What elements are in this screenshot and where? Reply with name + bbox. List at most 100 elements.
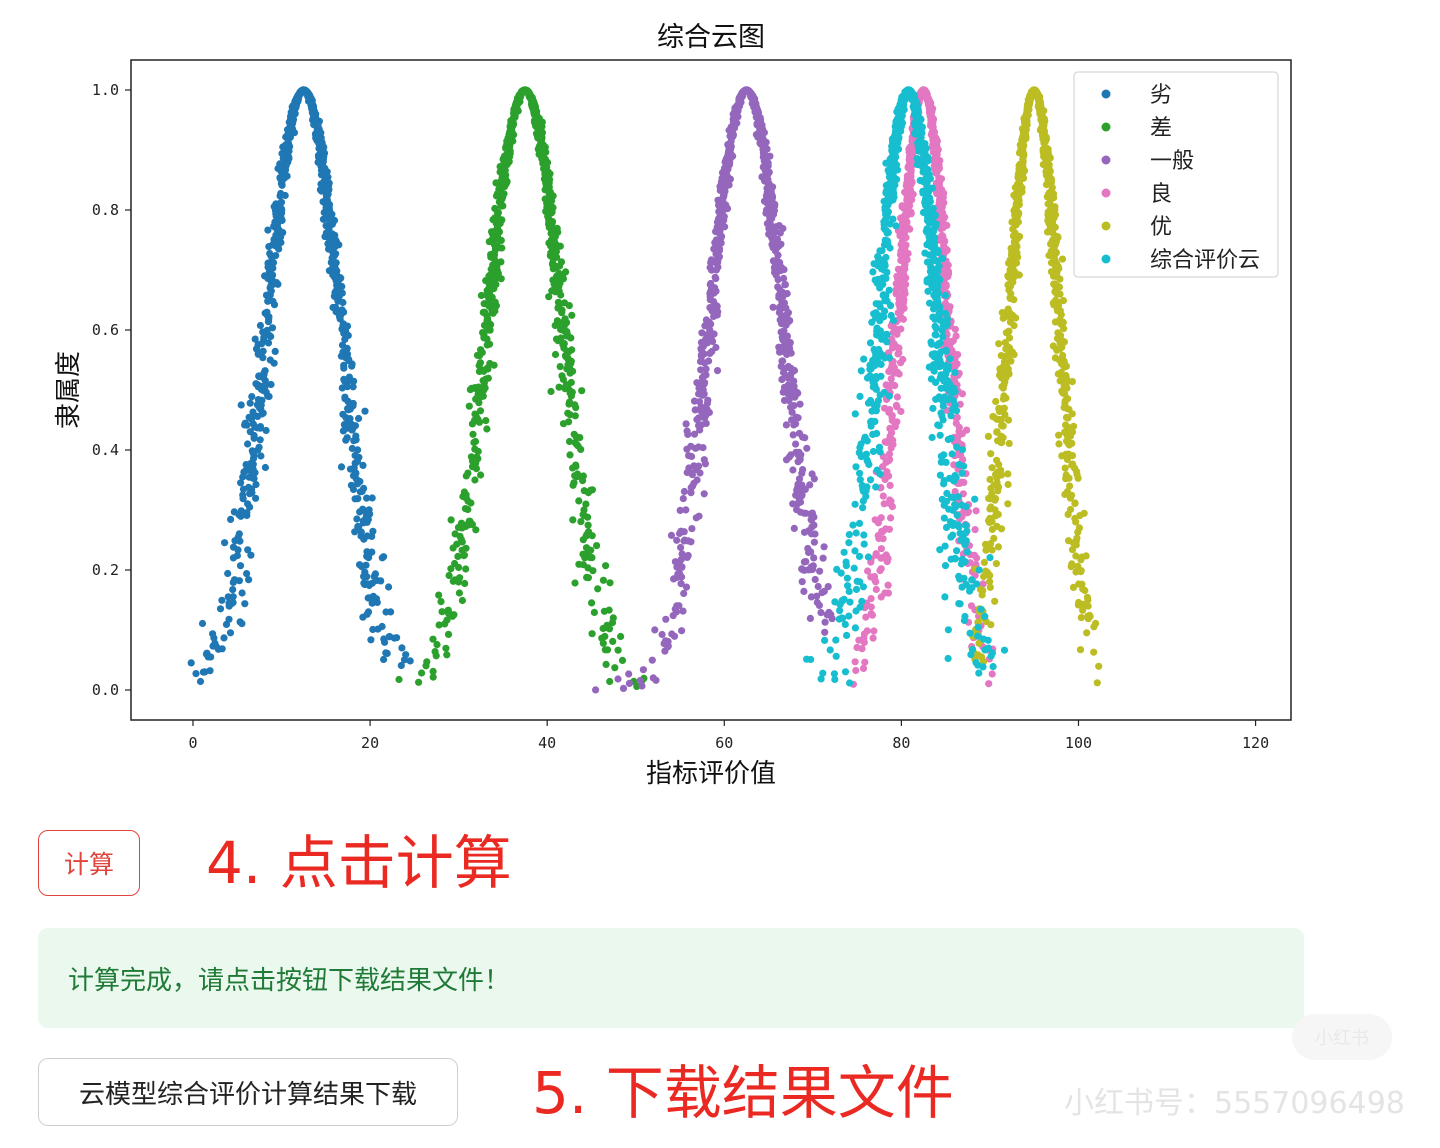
cloud-drop bbox=[247, 551, 255, 559]
cloud-drop bbox=[893, 272, 901, 280]
cloud-drop bbox=[565, 437, 574, 446]
cloud-drop bbox=[881, 589, 889, 597]
cloud-drop bbox=[491, 265, 500, 273]
cloud-drop bbox=[554, 303, 562, 312]
cloud-drop bbox=[708, 266, 716, 274]
cloud-drop bbox=[986, 578, 994, 586]
cloud-drop bbox=[590, 608, 599, 617]
cloud-drop bbox=[320, 153, 328, 161]
cloud-drop bbox=[238, 589, 246, 597]
cloud-drop bbox=[552, 241, 560, 249]
cloud-drop bbox=[985, 518, 994, 527]
cloud-drop bbox=[269, 259, 278, 267]
cloud-drop bbox=[988, 464, 996, 472]
cloud-drop bbox=[898, 291, 906, 299]
cloud-drop bbox=[347, 481, 355, 489]
cloud-drop bbox=[483, 335, 491, 343]
cloud-drop bbox=[579, 477, 587, 485]
cloud-drop bbox=[599, 639, 607, 647]
cloud-drop bbox=[321, 177, 329, 185]
cloud-drop bbox=[679, 607, 687, 615]
cloud-drop bbox=[348, 444, 356, 453]
cloud-drop bbox=[824, 583, 832, 591]
cloud-drop bbox=[251, 469, 259, 477]
cloud-drop bbox=[395, 675, 403, 684]
cloud-drop bbox=[454, 578, 463, 586]
cloud-drop bbox=[340, 361, 348, 369]
cloud-drop bbox=[986, 475, 994, 484]
cloud-drop bbox=[609, 614, 617, 622]
cloud-drop bbox=[243, 570, 251, 578]
cloud-drop bbox=[814, 582, 822, 591]
cloud-drop bbox=[599, 576, 608, 584]
cloud-drop bbox=[435, 621, 443, 629]
cloud-drop bbox=[355, 414, 363, 423]
cloud-drop bbox=[349, 424, 357, 432]
cloud-drop bbox=[866, 339, 875, 347]
cloud-drop bbox=[385, 583, 393, 591]
cloud-drop bbox=[350, 437, 358, 445]
cloud-drop bbox=[1066, 439, 1074, 447]
cloud-drop bbox=[365, 581, 373, 590]
cloud-drop bbox=[1010, 191, 1018, 199]
cloud-drop bbox=[543, 169, 551, 177]
cloud-drop bbox=[1059, 318, 1067, 326]
cloud-drop bbox=[278, 216, 286, 224]
cloud-drop bbox=[977, 605, 985, 613]
cloud-drop bbox=[361, 407, 369, 415]
cloud-drop bbox=[574, 442, 582, 450]
cloud-drop bbox=[771, 266, 779, 274]
cloud-drop bbox=[695, 398, 704, 406]
cloud-drop bbox=[879, 527, 887, 536]
cloud-drop bbox=[264, 339, 273, 347]
cloud-drop bbox=[938, 236, 946, 244]
cloud-drop bbox=[798, 578, 806, 586]
cloud-drop bbox=[338, 341, 347, 349]
cloud-drop bbox=[322, 170, 330, 179]
cloud-drop bbox=[994, 543, 1003, 551]
cloud-drop bbox=[545, 179, 553, 187]
cloud-drop bbox=[786, 372, 795, 380]
cloud-drop bbox=[187, 659, 195, 667]
cloud-drop bbox=[561, 315, 569, 323]
cloud-drop bbox=[254, 396, 262, 404]
cloud-drop bbox=[224, 593, 232, 601]
cloud-drop bbox=[474, 447, 482, 455]
cloud-drop bbox=[685, 452, 693, 460]
cloud-drop bbox=[1004, 470, 1012, 478]
cloud-drop bbox=[262, 426, 270, 435]
cloud-drop bbox=[252, 494, 260, 502]
cloud-drop bbox=[216, 605, 225, 613]
cloud-drop bbox=[782, 304, 790, 312]
cloud-drop bbox=[455, 589, 463, 597]
cloud-drop bbox=[488, 230, 496, 238]
cloud-drop bbox=[477, 346, 485, 354]
cloud-drop bbox=[713, 245, 721, 253]
cloud-drop bbox=[247, 415, 256, 423]
cloud-drop bbox=[275, 245, 283, 253]
cloud-drop bbox=[885, 408, 893, 416]
cloud-drop bbox=[811, 530, 819, 538]
cloud-drop bbox=[464, 469, 472, 477]
cloud-drop bbox=[1083, 629, 1091, 637]
cloud-drop bbox=[1017, 145, 1025, 153]
cloud-drop bbox=[192, 670, 200, 678]
cloud-drop bbox=[779, 357, 787, 365]
cloud-drop bbox=[755, 120, 763, 128]
cloud-drop bbox=[227, 515, 235, 524]
cloud-drop bbox=[539, 155, 547, 163]
cloud-drop bbox=[246, 503, 254, 511]
cloud-drop bbox=[960, 616, 969, 625]
cloud-drop bbox=[1084, 615, 1092, 623]
cloud-drop bbox=[360, 484, 368, 492]
cloud-drop bbox=[972, 507, 980, 515]
cloud-drop bbox=[787, 403, 795, 411]
cloud-drop bbox=[568, 311, 576, 319]
cloud-drop bbox=[872, 585, 880, 594]
cloud-drop bbox=[810, 538, 819, 546]
cloud-drop bbox=[617, 632, 625, 641]
cloud-drop bbox=[339, 410, 347, 418]
cloud-drop bbox=[995, 340, 1003, 348]
cloud-drop bbox=[249, 408, 257, 416]
cloud-drop bbox=[575, 560, 583, 568]
